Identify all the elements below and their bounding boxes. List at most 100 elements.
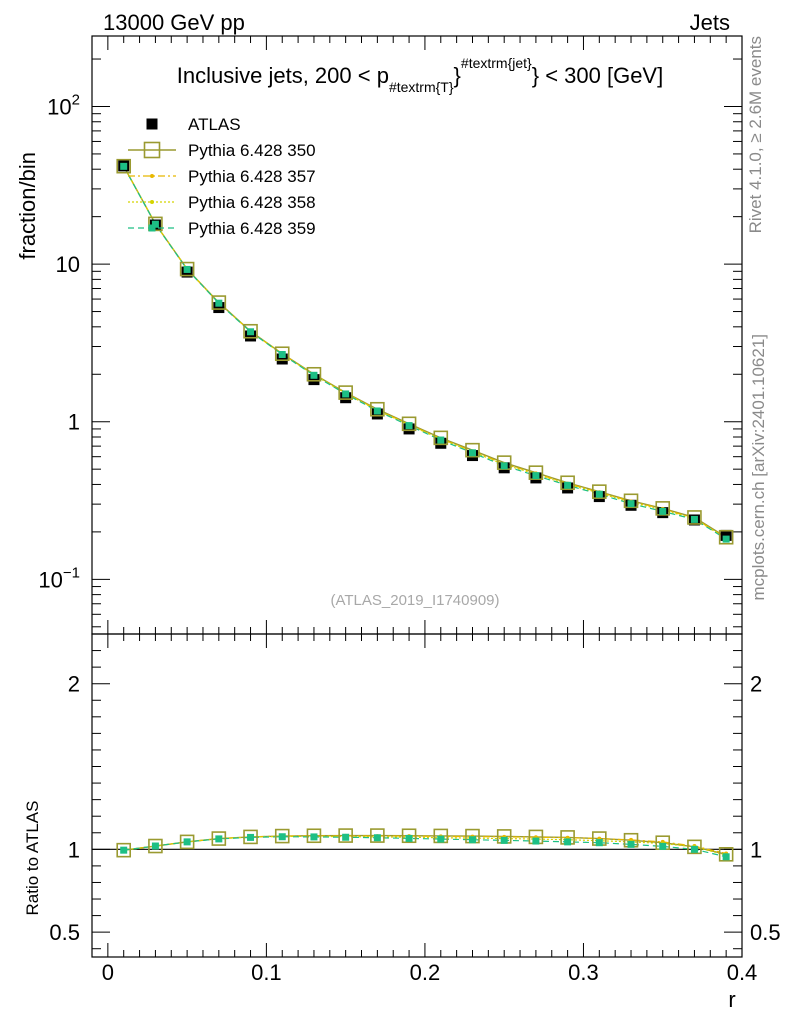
main-point-s4 bbox=[627, 500, 635, 508]
title-suffix: } < 300 [GeV] bbox=[532, 63, 663, 88]
main-point-s0 bbox=[720, 529, 732, 541]
ratio-point-s1 bbox=[370, 828, 385, 843]
ratio-point-s1 bbox=[179, 834, 195, 850]
process-label: Jets bbox=[690, 10, 730, 35]
ratio-point-s1 bbox=[243, 829, 258, 845]
main-point-s4 bbox=[468, 449, 476, 457]
ratio-point-s4 bbox=[373, 834, 381, 842]
ratio-point-s4 bbox=[120, 846, 128, 854]
ratio-ylabel: Ratio to ATLAS bbox=[23, 801, 42, 916]
ratio-point-s4 bbox=[310, 833, 318, 841]
legend-entry: Pythia 6.428 350 bbox=[128, 141, 316, 160]
legend-entry: Pythia 6.428 359 bbox=[128, 219, 316, 238]
ratio-point-s4 bbox=[468, 836, 476, 844]
ratio-point-s1 bbox=[148, 838, 163, 854]
main-point-s4 bbox=[183, 265, 191, 273]
legend-label: Pythia 6.428 357 bbox=[188, 167, 316, 186]
main-point-s0 bbox=[213, 302, 225, 314]
main-point-s4 bbox=[690, 515, 698, 523]
source-label: mcplots.cern.ch [arXiv:2401.10621] bbox=[749, 334, 768, 600]
ratio-point-s1 bbox=[211, 831, 227, 846]
ratio-x-tick-label: 0.1 bbox=[251, 960, 282, 985]
ratio-point-s4 bbox=[532, 837, 540, 845]
ratio-y-tick-label-right: 1 bbox=[750, 837, 762, 862]
x-axis-label: r bbox=[728, 987, 735, 1012]
main-point-s4 bbox=[278, 350, 286, 358]
main-y-tick-label: 1 bbox=[68, 410, 80, 435]
ratio-point-s4 bbox=[183, 838, 191, 846]
ratio-point-s4 bbox=[595, 839, 603, 847]
legend-entry: Pythia 6.428 357 bbox=[128, 167, 316, 186]
ratio-panel: 0.5 0.5 1 1 2 2 0 0.1 0.2 0.3 0.4 bbox=[49, 633, 781, 985]
tick-exponent: −1 bbox=[63, 564, 80, 581]
main-point-s1 bbox=[211, 295, 227, 310]
main-point-s1 bbox=[560, 475, 575, 491]
main-point-s1 bbox=[433, 430, 449, 446]
main-point-s1 bbox=[116, 158, 132, 174]
ratio-point-s4 bbox=[500, 836, 508, 844]
main-point-s4 bbox=[532, 472, 540, 480]
main-ylabel: fraction/bin bbox=[15, 152, 40, 260]
ratio-point-s1 bbox=[306, 828, 322, 844]
ratio-x-tick-label: 0.4 bbox=[727, 960, 758, 985]
main-title: Inclusive jets, 200 < p#textrm{T}}#textr… bbox=[177, 55, 663, 95]
ratio-axis-ticks bbox=[92, 633, 743, 957]
main-point-s4 bbox=[659, 507, 667, 515]
ratio-y-tick-label-left: 0.5 bbox=[49, 920, 80, 945]
main-point-s0 bbox=[340, 392, 352, 404]
title-superscript: #textrm{jet} bbox=[461, 55, 532, 71]
title-brace: } bbox=[454, 63, 461, 88]
main-point-s4 bbox=[500, 462, 508, 470]
ratio-point-s1 bbox=[687, 839, 702, 855]
main-y-tick-label: 10−1 bbox=[38, 564, 80, 592]
main-series-line-2 bbox=[123, 165, 727, 539]
main-point-s4 bbox=[564, 481, 572, 489]
main-point-s1 bbox=[401, 416, 417, 432]
ratio-y-tick-label-right: 2 bbox=[750, 672, 762, 697]
title-subscript: #textrm{T} bbox=[389, 79, 454, 95]
main-point-s4 bbox=[722, 535, 730, 543]
ratio-x-tick-labels: 0 0.1 0.2 0.3 0.4 bbox=[102, 960, 758, 985]
main-panel: Inclusive jets, 200 < p#textrm{T}}#textr… bbox=[38, 35, 743, 635]
main-point-s1 bbox=[179, 261, 195, 277]
ratio-y-tick-label-left: 2 bbox=[68, 672, 80, 697]
main-series-group bbox=[116, 158, 734, 545]
main-point-s4 bbox=[342, 390, 350, 398]
ratio-point-s4 bbox=[342, 833, 350, 841]
main-point-s1 bbox=[338, 385, 353, 400]
main-point-s1 bbox=[274, 346, 290, 362]
title-prefix: Inclusive jets, 200 < p bbox=[177, 63, 389, 88]
energy-label: 13000 GeV pp bbox=[103, 10, 245, 35]
main-point-s0 bbox=[245, 330, 257, 342]
main-point-s1 bbox=[655, 501, 671, 516]
main-point-s0 bbox=[308, 374, 320, 386]
tick-base: 10 bbox=[38, 567, 62, 592]
legend-label: Pythia 6.428 359 bbox=[188, 219, 316, 238]
main-point-s1 bbox=[243, 323, 258, 339]
main-point-s4 bbox=[215, 299, 223, 307]
ratio-x-tick-label: 0.3 bbox=[568, 960, 599, 985]
main-y-tick-label: 10 bbox=[56, 252, 80, 277]
main-point-s1 bbox=[592, 484, 607, 499]
ratio-point-s1 bbox=[274, 828, 290, 844]
ratio-point-s4 bbox=[215, 835, 223, 843]
main-point-s0 bbox=[276, 353, 288, 365]
ratio-point-s1 bbox=[718, 847, 734, 862]
main-point-s1 bbox=[370, 401, 385, 417]
main-point-s4 bbox=[437, 436, 445, 444]
main-point-s4 bbox=[151, 220, 159, 228]
ratio-x-tick-label: 0.2 bbox=[410, 960, 441, 985]
ratio-point-s1 bbox=[116, 842, 132, 858]
main-point-s4 bbox=[595, 490, 603, 498]
legend-marker bbox=[146, 118, 158, 130]
ratio-series-group bbox=[116, 828, 734, 862]
ratio-point-s4 bbox=[405, 834, 413, 842]
legend: ATLAS Pythia 6.428 350 Pythia 6.428 357 Pyt… bbox=[128, 115, 316, 238]
analysis-watermark: (ATLAS_2019_I1740909) bbox=[330, 592, 499, 609]
main-point-s1 bbox=[623, 493, 639, 509]
ratio-point-s1 bbox=[401, 828, 417, 844]
ratio-point-s4 bbox=[564, 838, 572, 846]
ratio-y-tick-label-left: 1 bbox=[68, 837, 80, 862]
legend-label: Pythia 6.428 358 bbox=[188, 193, 316, 212]
